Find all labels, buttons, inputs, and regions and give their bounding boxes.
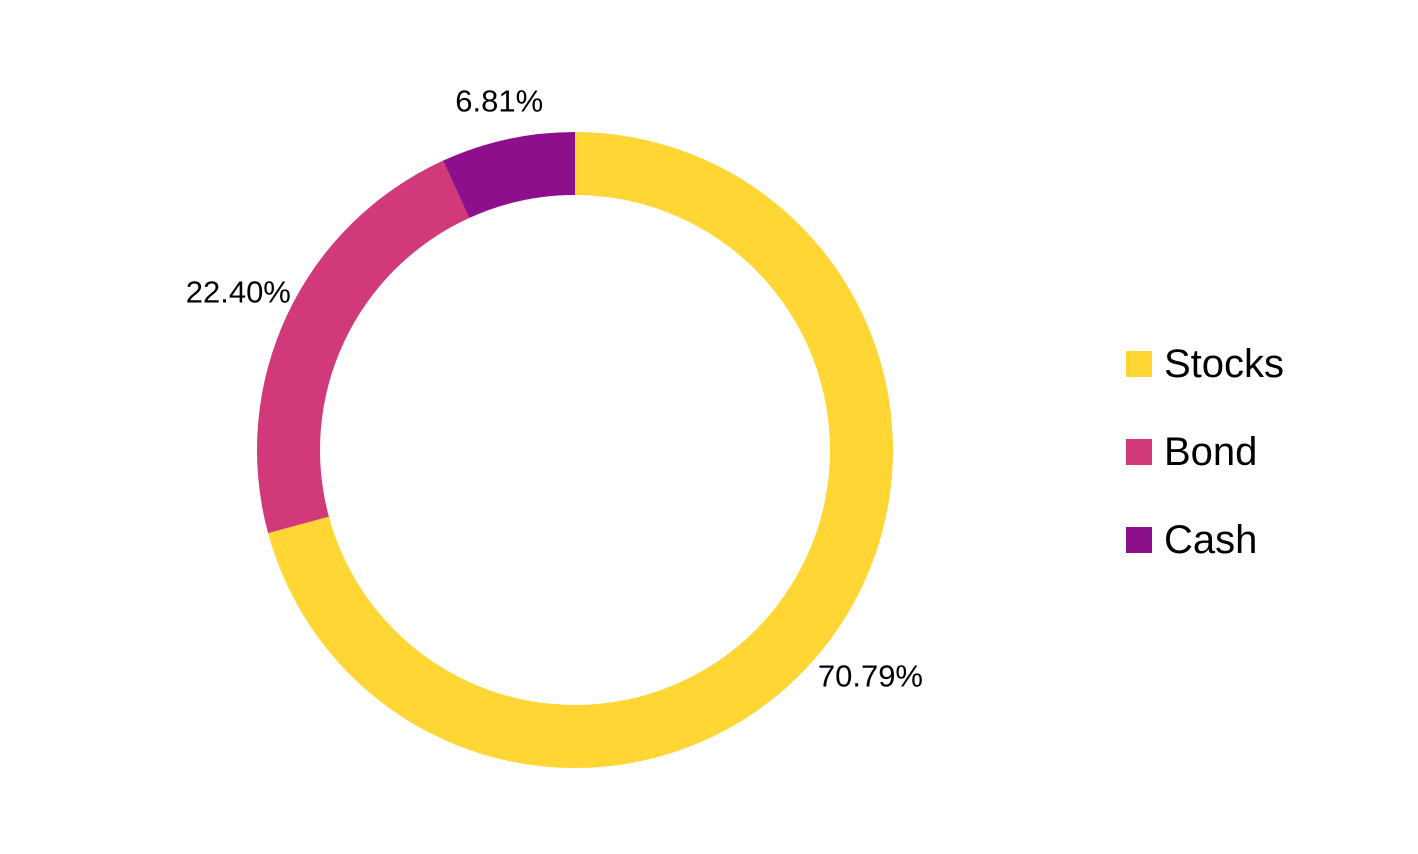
- legend-swatch-cash: [1126, 527, 1152, 553]
- legend-label-bond: Bond: [1164, 430, 1257, 474]
- slice-cash: [443, 132, 575, 218]
- legend: Stocks Bond Cash: [1126, 342, 1284, 562]
- donut-slices: [257, 132, 894, 768]
- legend-label-cash: Cash: [1164, 518, 1257, 562]
- legend-swatch-stocks: [1126, 351, 1152, 377]
- legend-label-stocks: Stocks: [1164, 342, 1284, 386]
- legend-swatch-bond: [1126, 439, 1152, 465]
- data-labels: 70.79% 22.40% 6.81%: [186, 84, 923, 694]
- legend-item-cash: Cash: [1126, 518, 1257, 562]
- data-label-cash: 6.81%: [455, 84, 543, 119]
- legend-item-bond: Bond: [1126, 430, 1257, 474]
- data-label-bond: 22.40%: [186, 274, 291, 309]
- legend-item-stocks: Stocks: [1126, 342, 1284, 386]
- data-label-stocks: 70.79%: [818, 659, 923, 694]
- slice-bond: [257, 160, 470, 534]
